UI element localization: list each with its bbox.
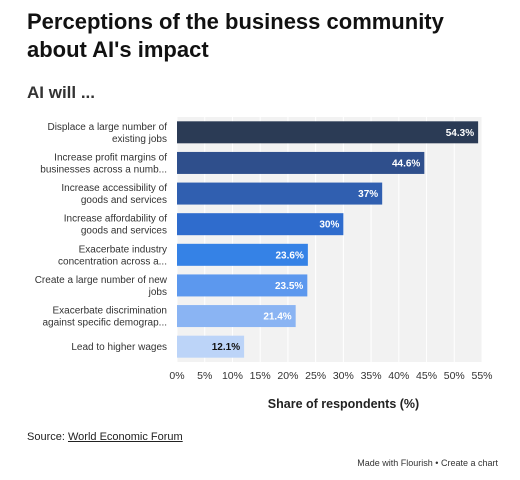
value-label: 21.4%	[263, 312, 291, 323]
category-label-line: Exacerbate industry	[79, 244, 167, 255]
value-label: 30%	[319, 220, 339, 231]
bar	[177, 151, 425, 174]
category-label: Exacerbate discrimination against specifi…	[42, 306, 167, 329]
value-label: 44.6%	[392, 158, 420, 169]
category-label: Create a large number of new jobs	[35, 275, 168, 298]
source-line: Source: World Economic Forum	[27, 431, 183, 443]
category-label-line: Increase profit margins of	[54, 152, 167, 163]
chart-subtitle: AI will ...	[27, 83, 96, 102]
category-label-line: goods and services	[81, 226, 167, 237]
category-label-line: Lead to higher wages	[71, 342, 167, 353]
category-label: Lead to higher wages	[71, 342, 167, 353]
source-prefix: Source:	[27, 431, 65, 443]
x-tick-label: 20%	[277, 370, 298, 382]
category-label: Displace a large number of existing jobs	[47, 122, 167, 145]
bar	[177, 243, 308, 266]
x-tick-label: 30%	[333, 370, 354, 382]
category-label: Increase profit margins of businesses acr…	[40, 152, 167, 175]
category-label: Increase accessibility of goods and servi…	[61, 183, 167, 206]
value-label: 54.3%	[446, 128, 474, 139]
category-label-line: Create a large number of new	[35, 275, 168, 286]
value-label: 37%	[358, 189, 378, 200]
category-label-line: goods and services	[81, 195, 167, 206]
bar	[177, 335, 245, 358]
category-label-line: concentration across a...	[58, 256, 167, 267]
x-axis-title: Share of respondents (%)	[268, 397, 419, 411]
source-link[interactable]: World Economic Forum	[67, 431, 183, 443]
x-tick-label: 50%	[444, 370, 465, 382]
x-tick-label: 35%	[361, 370, 382, 382]
bar	[177, 305, 296, 328]
x-tick-label: 55%	[471, 370, 492, 382]
x-tick-label: 45%	[416, 370, 437, 382]
value-label: 23.5%	[275, 281, 303, 292]
category-label-line: against specific demograp...	[42, 318, 167, 329]
x-tick-label: 40%	[388, 370, 409, 382]
bar	[177, 121, 479, 144]
x-tick-label: 25%	[305, 370, 326, 382]
flourish-footer[interactable]: Made with Flourish • Create a chart	[357, 458, 498, 468]
chart-title: Perceptions of the business community ab…	[27, 9, 444, 62]
bar	[177, 274, 308, 297]
category-label: Exacerbate industry concentration across …	[58, 244, 167, 267]
category-label-line: jobs	[148, 287, 167, 298]
category-label-line: Exacerbate discrimination	[53, 306, 168, 317]
value-label: 23.6%	[276, 250, 304, 261]
category-label-line: Displace a large number of	[47, 122, 167, 133]
bar	[177, 182, 383, 205]
category-label-line: Increase accessibility of	[61, 183, 167, 194]
bar	[177, 213, 344, 236]
x-tick-label: 0%	[169, 370, 184, 382]
x-tick-label: 10%	[222, 370, 243, 382]
x-tick-label: 15%	[250, 370, 271, 382]
category-label-line: Increase affordability of	[64, 214, 167, 225]
x-tick-label: 5%	[197, 370, 212, 382]
category-label-line: existing jobs	[112, 134, 167, 145]
value-label: 12.1%	[212, 342, 240, 353]
bar-chart: 54.3% Displace a large number of existing …	[35, 117, 493, 411]
category-label-line: businesses across a numb...	[40, 164, 167, 175]
category-label: Increase affordability of goods and servi…	[64, 214, 167, 237]
